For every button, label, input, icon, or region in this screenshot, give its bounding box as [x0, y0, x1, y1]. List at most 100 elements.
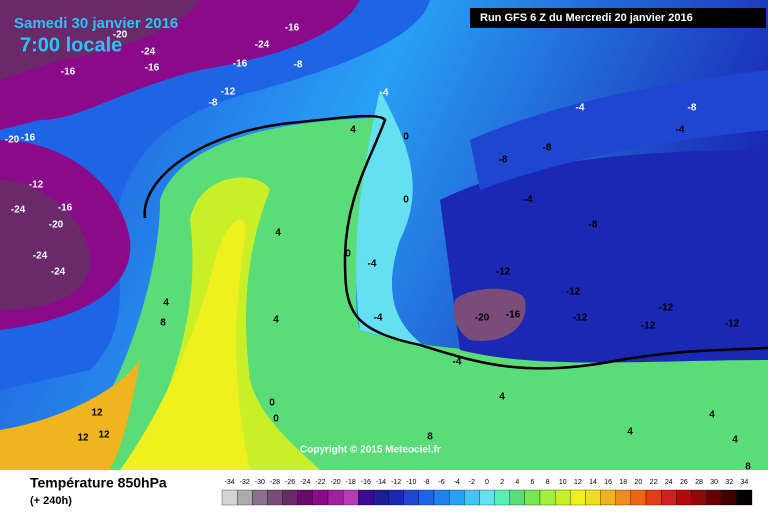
date-text: Samedi 30 janvier 2016 [14, 15, 178, 32]
scale-swatch [358, 489, 374, 506]
contour-label: -12 [221, 87, 236, 98]
scale-label: 6 [530, 479, 534, 486]
scale-label: -28 [270, 479, 280, 486]
contour-label: -4 [453, 357, 462, 368]
scale-label: -14 [376, 479, 386, 486]
contour-label: -8 [209, 98, 218, 109]
contour-label: -16 [285, 23, 300, 34]
scale-label: 32 [725, 479, 733, 486]
scale-label: -10 [406, 479, 416, 486]
scale-label: -24 [300, 479, 310, 486]
scale-label: 28 [695, 479, 703, 486]
contour-label: -20 [5, 135, 20, 146]
scale-label: -22 [315, 479, 325, 486]
scale-label: -32 [240, 479, 250, 486]
run-box [470, 8, 766, 28]
scale-label: -16 [361, 479, 371, 486]
contour-label: 0 [403, 195, 409, 206]
contour-label: 0 [403, 132, 409, 143]
scale-swatch [342, 489, 359, 506]
contour-label: -12 [566, 287, 581, 298]
contour-label: -16 [506, 310, 521, 321]
scale-swatch [373, 489, 389, 506]
scale-swatch [433, 489, 450, 506]
scale-label: 8 [546, 479, 550, 486]
scale-label: 10 [559, 479, 567, 486]
contour-label: -20 [49, 220, 64, 231]
scale-label: 22 [650, 479, 658, 486]
scale-swatch [297, 489, 314, 506]
scale-label: -8 [423, 479, 429, 486]
contour-label: -8 [499, 155, 508, 166]
scale-swatch [448, 489, 465, 506]
contour-label: -24 [33, 251, 48, 262]
scale-label: -4 [454, 479, 460, 486]
scale-swatch [267, 489, 283, 506]
scale-label: -2 [469, 479, 475, 486]
scale-label: 14 [589, 479, 597, 486]
contour-label: -16 [61, 67, 76, 78]
scale-label: 26 [680, 479, 688, 486]
scale-label: -30 [255, 479, 265, 486]
scale-swatch [418, 489, 435, 506]
scale-label: 30 [710, 479, 718, 486]
contour-label: -16 [21, 133, 36, 144]
contour-label: 0 [269, 398, 275, 409]
scale-swatch [236, 489, 253, 506]
scale-swatch [464, 489, 480, 506]
contour-label: -12 [573, 313, 588, 324]
contour-label: -8 [543, 143, 552, 154]
scale-label: -20 [331, 479, 341, 486]
map-background [0, 0, 768, 470]
contour-label: 4 [499, 392, 505, 403]
contour-label: 4 [709, 410, 715, 421]
time-text: 7:00 locale [20, 34, 122, 56]
contour-label: -16 [145, 63, 160, 74]
scale-swatch [494, 489, 510, 506]
contour-label: -8 [589, 220, 598, 231]
contour-label: -12 [29, 180, 44, 191]
scale-label: 16 [604, 479, 612, 486]
contour-label: -12 [496, 267, 511, 278]
scale-swatch [509, 489, 526, 506]
contour-label: -16 [233, 59, 248, 70]
scale-swatch [388, 489, 404, 506]
contour-label: -4 [380, 88, 389, 99]
contour-label: -4 [374, 313, 383, 324]
scale-swatch [403, 489, 420, 506]
scale-label: 2 [500, 479, 504, 486]
contour-label: -4 [576, 103, 585, 114]
contour-label: 4 [732, 435, 738, 446]
scale-swatch [221, 489, 238, 506]
scale-label: 34 [741, 479, 749, 486]
contour-label: 12 [98, 430, 110, 441]
scale-label: -26 [285, 479, 295, 486]
contour-label: -24 [51, 267, 66, 278]
scale-swatch [630, 489, 647, 506]
copyright: Copyright © 2015 Meteociel.fr [300, 445, 441, 456]
scale-label: 20 [635, 479, 643, 486]
contour-label: -24 [11, 205, 26, 216]
contour-label: -12 [725, 319, 740, 330]
contour-label: -4 [524, 195, 533, 206]
scale-swatch [539, 489, 556, 506]
contour-label: 4 [627, 427, 633, 438]
scale-swatch [676, 489, 692, 506]
contour-label: 4 [350, 125, 356, 136]
scale-swatch [721, 489, 738, 506]
scale-swatch [554, 489, 571, 506]
scale-label: -34 [225, 479, 235, 486]
contour-label: 12 [77, 433, 89, 444]
contour-label: 0 [273, 414, 279, 425]
scale-label: 4 [515, 479, 519, 486]
contour-label: -4 [368, 259, 377, 270]
contour-label: 8 [160, 318, 166, 329]
scale-label: 12 [574, 479, 582, 486]
scale-swatch [645, 489, 662, 506]
footer-lead: (+ 240h) [30, 495, 72, 507]
scale-swatch [252, 489, 268, 506]
scale-swatch [615, 489, 632, 506]
scale-swatch [691, 489, 707, 506]
contour-label: -4 [676, 125, 685, 136]
